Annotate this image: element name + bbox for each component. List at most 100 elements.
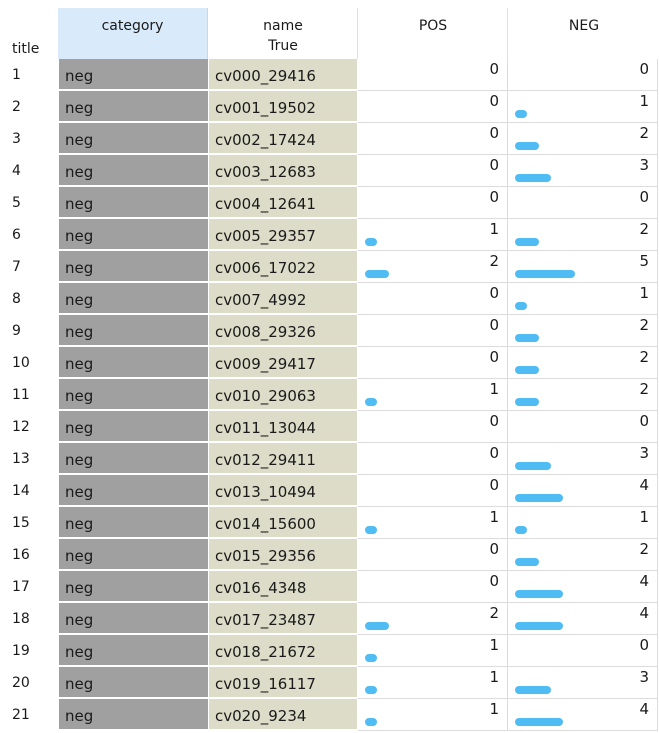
neg-cell[interactable]: 3	[508, 155, 658, 187]
row-index-cell[interactable]: 18	[8, 603, 58, 635]
table-row[interactable]: 10 neg cv009_29417 0 2	[0, 347, 659, 379]
row-index-cell[interactable]: 6	[8, 219, 58, 251]
neg-cell[interactable]: 2	[508, 539, 658, 571]
neg-cell[interactable]: 2	[508, 123, 658, 155]
row-index-cell[interactable]: 15	[8, 507, 58, 539]
neg-cell[interactable]: 1	[508, 91, 658, 123]
neg-cell[interactable]: 5	[508, 251, 658, 283]
table-row[interactable]: 20 neg cv019_16117 1 3	[0, 667, 659, 699]
table-row[interactable]: 2 neg cv001_19502 0 1	[0, 91, 659, 123]
row-index-cell[interactable]: 16	[8, 539, 58, 571]
pos-cell[interactable]: 0	[358, 411, 508, 443]
pos-cell[interactable]: 0	[358, 475, 508, 507]
table-row[interactable]: 3 neg cv002_17424 0 2	[0, 123, 659, 155]
row-index-cell[interactable]: 17	[8, 571, 58, 603]
neg-cell[interactable]: 4	[508, 699, 658, 731]
table-row[interactable]: 4 neg cv003_12683 0 3	[0, 155, 659, 187]
table-row[interactable]: 12 neg cv011_13044 0 0	[0, 411, 659, 443]
neg-cell[interactable]: 0	[508, 59, 658, 91]
row-index-cell[interactable]: 19	[8, 635, 58, 667]
name-cell[interactable]: cv014_15600	[209, 507, 357, 539]
neg-cell[interactable]: 3	[508, 443, 658, 475]
category-cell[interactable]: neg	[59, 91, 208, 123]
category-cell[interactable]: neg	[59, 571, 208, 603]
row-index-cell[interactable]: 21	[8, 699, 58, 731]
pos-cell[interactable]: 0	[358, 539, 508, 571]
table-row[interactable]: 13 neg cv012_29411 0 3	[0, 443, 659, 475]
category-cell[interactable]: neg	[59, 699, 208, 731]
row-index-cell[interactable]: 12	[8, 411, 58, 443]
pos-cell[interactable]: 1	[358, 635, 508, 667]
row-index-cell[interactable]: 14	[8, 475, 58, 507]
table-row[interactable]: 6 neg cv005_29357 1 2	[0, 219, 659, 251]
pos-cell[interactable]: 0	[358, 315, 508, 347]
pos-cell[interactable]: 0	[358, 91, 508, 123]
pos-cell[interactable]: 0	[358, 443, 508, 475]
name-cell[interactable]: cv004_12641	[209, 187, 357, 219]
row-index-cell[interactable]: 5	[8, 187, 58, 219]
name-cell[interactable]: cv008_29326	[209, 315, 357, 347]
neg-cell[interactable]: 4	[508, 603, 658, 635]
pos-cell[interactable]: 2	[358, 251, 508, 283]
category-cell[interactable]: neg	[59, 475, 208, 507]
row-index-cell[interactable]: 2	[8, 91, 58, 123]
neg-cell[interactable]: 0	[508, 635, 658, 667]
category-cell[interactable]: neg	[59, 667, 208, 699]
category-cell[interactable]: neg	[59, 315, 208, 347]
name-cell[interactable]: cv001_19502	[209, 91, 357, 123]
category-cell[interactable]: neg	[59, 59, 208, 91]
category-cell[interactable]: neg	[59, 507, 208, 539]
name-cell[interactable]: cv012_29411	[209, 443, 357, 475]
table-row[interactable]: 21 neg cv020_9234 1 4	[0, 699, 659, 731]
neg-cell[interactable]: 1	[508, 507, 658, 539]
name-cell[interactable]: cv015_29356	[209, 539, 357, 571]
row-index-cell[interactable]: 13	[8, 443, 58, 475]
pos-cell[interactable]: 0	[358, 123, 508, 155]
category-cell[interactable]: neg	[59, 539, 208, 571]
category-cell[interactable]: neg	[59, 251, 208, 283]
category-cell[interactable]: neg	[59, 635, 208, 667]
pos-cell[interactable]: 1	[358, 379, 508, 411]
row-index-cell[interactable]: 4	[8, 155, 58, 187]
row-index-cell[interactable]: 9	[8, 315, 58, 347]
table-row[interactable]: 1 neg cv000_29416 0 0	[0, 59, 659, 91]
row-index-cell[interactable]: 11	[8, 379, 58, 411]
row-index-cell[interactable]: 10	[8, 347, 58, 379]
table-row[interactable]: 19 neg cv018_21672 1 0	[0, 635, 659, 667]
pos-cell[interactable]: 0	[358, 187, 508, 219]
name-cell[interactable]: cv002_17424	[209, 123, 357, 155]
pos-cell[interactable]: 1	[358, 507, 508, 539]
pos-cell[interactable]: 0	[358, 155, 508, 187]
neg-cell[interactable]: 2	[508, 315, 658, 347]
name-cell[interactable]: cv016_4348	[209, 571, 357, 603]
name-cell[interactable]: cv019_16117	[209, 667, 357, 699]
neg-cell[interactable]: 0	[508, 411, 658, 443]
table-row[interactable]: 17 neg cv016_4348 0 4	[0, 571, 659, 603]
table-row[interactable]: 9 neg cv008_29326 0 2	[0, 315, 659, 347]
table-row[interactable]: 15 neg cv014_15600 1 1	[0, 507, 659, 539]
row-index-cell[interactable]: 1	[8, 59, 58, 91]
name-cell[interactable]: cv009_29417	[209, 347, 357, 379]
pos-cell[interactable]: 0	[358, 283, 508, 315]
pos-cell[interactable]: 1	[358, 699, 508, 731]
pos-cell[interactable]: 0	[358, 347, 508, 379]
neg-cell[interactable]: 3	[508, 667, 658, 699]
name-cell[interactable]: cv018_21672	[209, 635, 357, 667]
category-cell[interactable]: neg	[59, 155, 208, 187]
header-pos[interactable]: POS	[359, 8, 508, 59]
category-cell[interactable]: neg	[59, 219, 208, 251]
category-cell[interactable]: neg	[59, 347, 208, 379]
category-cell[interactable]: neg	[59, 123, 208, 155]
row-index-cell[interactable]: 7	[8, 251, 58, 283]
category-cell[interactable]: neg	[59, 411, 208, 443]
header-index[interactable]: title	[8, 8, 58, 59]
table-row[interactable]: 18 neg cv017_23487 2 4	[0, 603, 659, 635]
neg-cell[interactable]: 2	[508, 347, 658, 379]
pos-cell[interactable]: 1	[358, 219, 508, 251]
header-category[interactable]: category	[58, 8, 208, 59]
row-index-cell[interactable]: 20	[8, 667, 58, 699]
name-cell[interactable]: cv006_17022	[209, 251, 357, 283]
header-name[interactable]: name True	[209, 8, 358, 59]
category-cell[interactable]: neg	[59, 283, 208, 315]
table-row[interactable]: 14 neg cv013_10494 0 4	[0, 475, 659, 507]
